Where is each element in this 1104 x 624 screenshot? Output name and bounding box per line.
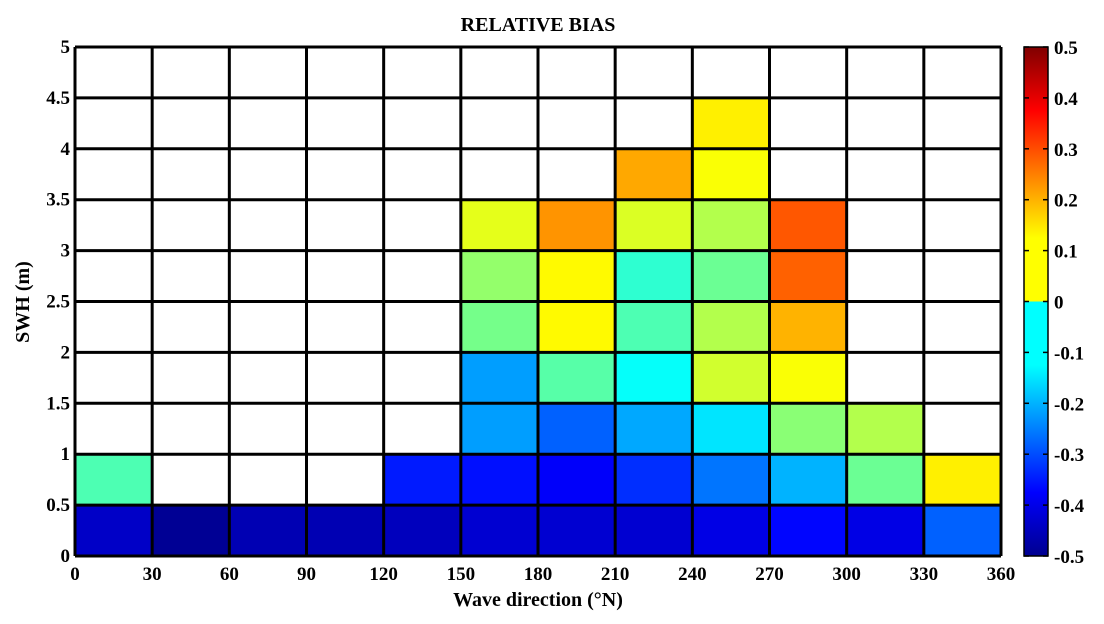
x-axis-ticks: 0 30 60 90 120 150 180 210 240 270 300 330 360 (70, 564, 1015, 585)
y-tick-label: 4.5 (46, 88, 70, 109)
heatmap-cell (615, 352, 693, 404)
x-tick-label: 0 (70, 564, 80, 585)
heatmap-cell (692, 352, 770, 404)
y-tick-label: 1.5 (46, 393, 70, 414)
heatmap-cell (846, 403, 924, 455)
colorbar-tick-label: -0.3 (1054, 445, 1084, 466)
heatmap-cell (769, 199, 847, 251)
heatmap-cell (692, 505, 770, 556)
x-tick-label: 300 (832, 564, 861, 585)
heatmap-cell (383, 454, 461, 506)
heatmap-cell (846, 454, 924, 506)
heatmap-cell (615, 301, 693, 353)
x-tick-label: 60 (220, 564, 239, 585)
heatmap-cell (460, 454, 538, 506)
heatmap-cell (615, 148, 693, 200)
y-tick-label: 3.5 (46, 190, 70, 211)
colorbar-tick-label: 0.3 (1054, 140, 1078, 161)
grid-lines (73, 45, 1003, 558)
heatmap-cell (152, 505, 230, 556)
heatmap-cell (615, 250, 693, 302)
heatmap-cell (769, 352, 847, 404)
heatmap-cell (75, 454, 153, 506)
x-tick-label: 330 (910, 564, 939, 585)
x-tick-label: 120 (369, 564, 398, 585)
heatmap-cell (769, 505, 847, 556)
heatmap-cell (692, 403, 770, 455)
colorbar-tick-label: -0.4 (1054, 496, 1085, 517)
y-tick-label: 2.5 (46, 292, 70, 313)
colorbar-tick-label: 0.5 (1054, 38, 1078, 59)
x-tick-label: 270 (755, 564, 784, 585)
heatmap-cell (615, 199, 693, 251)
heatmap-cell (538, 250, 616, 302)
x-tick-label: 360 (987, 564, 1016, 585)
heatmap-cell (692, 199, 770, 251)
colorbar: 0.5 0.4 0.3 0.2 0.1 0 -0.1 -0.2 -0.3 -0.4 -0.5 (1023, 38, 1085, 568)
heatmap-cell (769, 250, 847, 302)
heatmap-cell (460, 403, 538, 455)
heatmap-cell (692, 454, 770, 506)
x-tick-label: 180 (524, 564, 553, 585)
heatmap-cell (460, 352, 538, 404)
y-tick-label: 1 (61, 444, 71, 465)
x-axis-label: Wave direction (°N) (453, 589, 623, 611)
heatmap-cell (769, 301, 847, 353)
x-tick-label: 150 (447, 564, 476, 585)
heatmap-cell (923, 505, 1001, 556)
chart-title: RELATIVE BIAS (461, 14, 616, 36)
heatmap-cell (383, 505, 461, 556)
heatmap-cell (923, 454, 1001, 506)
heatmap-cell (538, 454, 616, 506)
heatmap-cell (692, 148, 770, 200)
y-tick-label: 0 (61, 546, 71, 567)
heatmap-cell (615, 454, 693, 506)
heatmap-cell (538, 352, 616, 404)
heatmap-cell (460, 505, 538, 556)
heatmap-cell (692, 301, 770, 353)
heatmap-cell (460, 301, 538, 353)
colorbar-tick-label: -0.5 (1054, 547, 1084, 568)
y-tick-label: 3 (61, 241, 71, 262)
heatmap-cells (75, 97, 1001, 556)
colorbar-tick-label: -0.2 (1054, 394, 1084, 415)
heatmap-cell (769, 454, 847, 506)
colorbar-tick-label: 0.1 (1054, 242, 1078, 263)
x-tick-label: 90 (297, 564, 316, 585)
heatmap-cell (846, 505, 924, 556)
heatmap-cell (538, 199, 616, 251)
heatmap-cell (538, 505, 616, 556)
heatmap-cell (615, 505, 693, 556)
colorbar-tick-label: -0.1 (1054, 343, 1084, 364)
heatmap-cell (460, 199, 538, 251)
heatmap-cell (75, 505, 153, 556)
colorbar-tick-label: 0.2 (1054, 191, 1078, 212)
colorbar-tick-label: 0.4 (1054, 89, 1078, 110)
heatmap-cell (769, 403, 847, 455)
heatmap-cell (538, 403, 616, 455)
heatmap-cell (306, 505, 384, 556)
heatmap-cell (615, 403, 693, 455)
colorbar-tick-label: 0 (1054, 293, 1064, 314)
y-tick-label: 2 (61, 342, 71, 363)
heatmap-cell (692, 97, 770, 149)
heatmap-cell (538, 301, 616, 353)
heatmap-cell (460, 250, 538, 302)
y-tick-label: 0.5 (46, 495, 70, 516)
y-axis-label: SWH (m) (12, 261, 34, 343)
x-tick-label: 240 (678, 564, 707, 585)
y-tick-label: 4 (61, 139, 71, 160)
heatmap-cell (229, 505, 307, 556)
y-axis-ticks: 0 0.5 1 1.5 2 2.5 3 3.5 4 4.5 5 (46, 37, 70, 567)
heatmap-cell (692, 250, 770, 302)
x-tick-label: 30 (143, 564, 162, 585)
y-tick-label: 5 (61, 37, 71, 58)
x-tick-label: 210 (601, 564, 630, 585)
